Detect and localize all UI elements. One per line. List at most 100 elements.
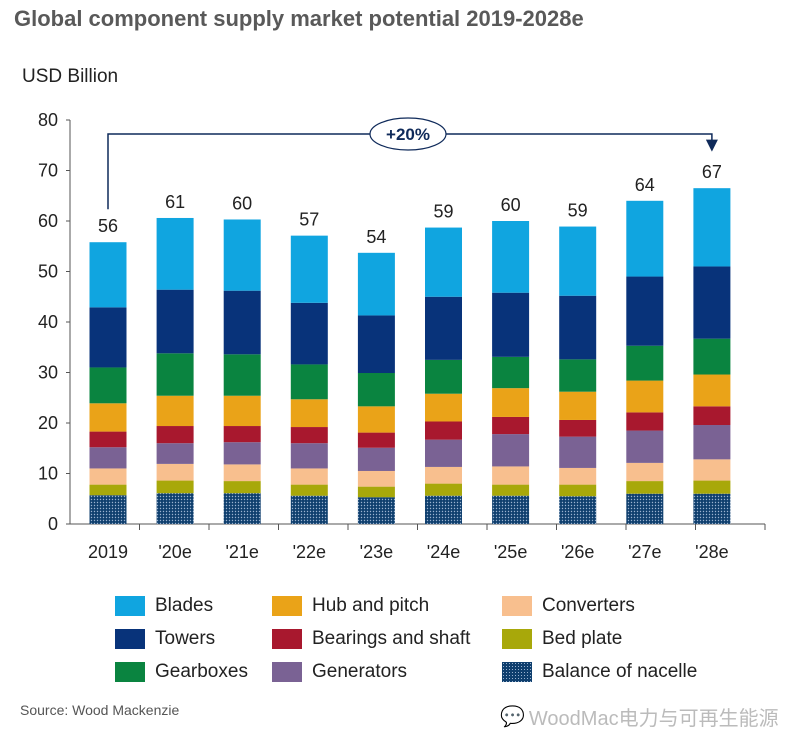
bar-segment-towers — [89, 307, 127, 368]
bar-segment-bearings-and-shaft — [626, 412, 664, 431]
bar-segment-balance-of-nacelle — [559, 496, 597, 524]
bar-segment-hub-and-pitch — [89, 403, 127, 432]
bar-segment-generators — [626, 430, 664, 463]
bar-segment-converters — [425, 466, 462, 484]
bar-segment-towers — [626, 276, 664, 346]
total-label: 59 — [433, 202, 453, 222]
bar-segment-bed-plate — [89, 484, 127, 496]
bar-segment-bearings-and-shaft — [223, 426, 261, 443]
bar-segment-blades — [693, 188, 731, 267]
legend-item: Towers — [115, 628, 215, 650]
growth-label: +20% — [386, 125, 430, 144]
bar-segment-converters — [223, 464, 261, 482]
bar-segment-bearings-and-shaft — [290, 427, 328, 444]
x-tick-label: '25e — [494, 542, 527, 562]
legend-label: Towers — [155, 628, 216, 649]
bar-segment-generators — [223, 442, 261, 465]
bar-segment-bed-plate — [425, 483, 462, 496]
legend-swatch — [115, 596, 145, 616]
total-label: 56 — [98, 216, 118, 236]
bar-segment-balance-of-nacelle — [357, 497, 395, 524]
bar-segment-bearings-and-shaft — [425, 421, 462, 440]
bar-segment-hub-and-pitch — [357, 406, 395, 433]
bar-segment-balance-of-nacelle — [223, 493, 261, 524]
bar-segment-converters — [357, 470, 395, 487]
bar-segment-converters — [290, 468, 328, 485]
bar-segment-converters — [559, 467, 597, 485]
bar-segment-balance-of-nacelle — [156, 493, 194, 524]
bar-segment-bearings-and-shaft — [89, 431, 127, 448]
total-label: 54 — [366, 227, 386, 247]
bar-segment-hub-and-pitch — [492, 388, 530, 417]
bar-segment-towers — [425, 296, 462, 360]
bar-segment-towers — [492, 292, 530, 357]
x-tick-label: '28e — [695, 542, 728, 562]
bar-segment-hub-and-pitch — [290, 399, 328, 428]
bar-segment-generators — [693, 425, 731, 460]
bar-segment-blades — [559, 226, 597, 296]
bar-segment-converters — [89, 468, 127, 485]
source-note: Source: Wood Mackenzie — [20, 702, 180, 718]
x-tick-label: '23e — [360, 542, 393, 562]
growth-badge — [369, 117, 447, 151]
total-label: 60 — [501, 195, 521, 215]
bar-segment-bed-plate — [626, 481, 664, 494]
bar-segment-gearboxes — [156, 353, 194, 396]
legend-item: Blades — [115, 595, 213, 617]
bar-segment-gearboxes — [425, 359, 462, 394]
bar-segment-towers — [693, 266, 731, 339]
legend-swatch — [272, 596, 302, 616]
bar-segment-balance-of-nacelle — [626, 493, 664, 524]
bar-segment-gearboxes — [357, 373, 395, 407]
bar-segment-balance-of-nacelle — [425, 495, 462, 524]
x-tick-label: '27e — [628, 542, 661, 562]
x-tick-label: 2019 — [88, 542, 128, 562]
y-tick-label: 40 — [38, 312, 58, 332]
legend-label: Hub and pitch — [312, 595, 430, 616]
legend-item: Gearboxes — [115, 661, 248, 683]
bar-segment-gearboxes — [626, 345, 664, 381]
bar-segment-blades — [156, 217, 194, 290]
bar-segment-towers — [559, 295, 597, 360]
bar-segment-bed-plate — [223, 481, 261, 494]
watermark-text: WoodMac电力与可再生能源 — [528, 708, 779, 730]
watermark: 💬 WoodMac电力与可再生能源 — [500, 702, 779, 731]
bar-segment-converters — [693, 459, 731, 481]
x-tick-label: '21e — [225, 542, 258, 562]
x-tick-label: '26e — [561, 542, 594, 562]
legend-label: Gearboxes — [155, 661, 248, 682]
bar-segment-generators — [492, 434, 530, 467]
x-tick-label: '24e — [427, 542, 460, 562]
bar-segment-bearings-and-shaft — [492, 416, 530, 435]
bar-segment-converters — [156, 463, 194, 481]
total-label: 59 — [568, 201, 588, 221]
legend-swatch — [502, 662, 532, 682]
bar-segment-balance-of-nacelle — [89, 495, 127, 524]
total-label: 60 — [232, 193, 252, 213]
bar-segment-bed-plate — [357, 486, 395, 498]
bar-segment-blades — [290, 235, 328, 303]
bar-segment-hub-and-pitch — [559, 391, 597, 420]
y-axis-label: USD Billion — [22, 66, 119, 87]
y-tick-label: 70 — [38, 161, 58, 181]
legend-item: Generators — [272, 661, 407, 683]
bar-segment-converters — [492, 466, 530, 485]
bar-segment-towers — [223, 290, 261, 355]
total-label: 67 — [702, 162, 722, 182]
y-tick-label: 0 — [48, 514, 58, 534]
bar-segment-generators — [559, 436, 597, 468]
bar-segment-blades — [492, 221, 530, 293]
bar-segment-hub-and-pitch — [156, 395, 194, 427]
legend-swatch — [502, 596, 532, 616]
legend-item: Bed plate — [502, 628, 622, 650]
bar-segment-bed-plate — [492, 484, 530, 496]
bar-segment-towers — [357, 315, 395, 374]
bar-segment-gearboxes — [693, 338, 731, 375]
legend-label: Converters — [542, 595, 635, 616]
y-tick-label: 50 — [38, 262, 58, 282]
legend-swatch — [502, 629, 532, 649]
bar-segment-gearboxes — [290, 364, 328, 400]
y-tick-label: 60 — [38, 211, 58, 231]
x-tick-label: '22e — [293, 542, 326, 562]
bar-segment-gearboxes — [492, 356, 530, 389]
